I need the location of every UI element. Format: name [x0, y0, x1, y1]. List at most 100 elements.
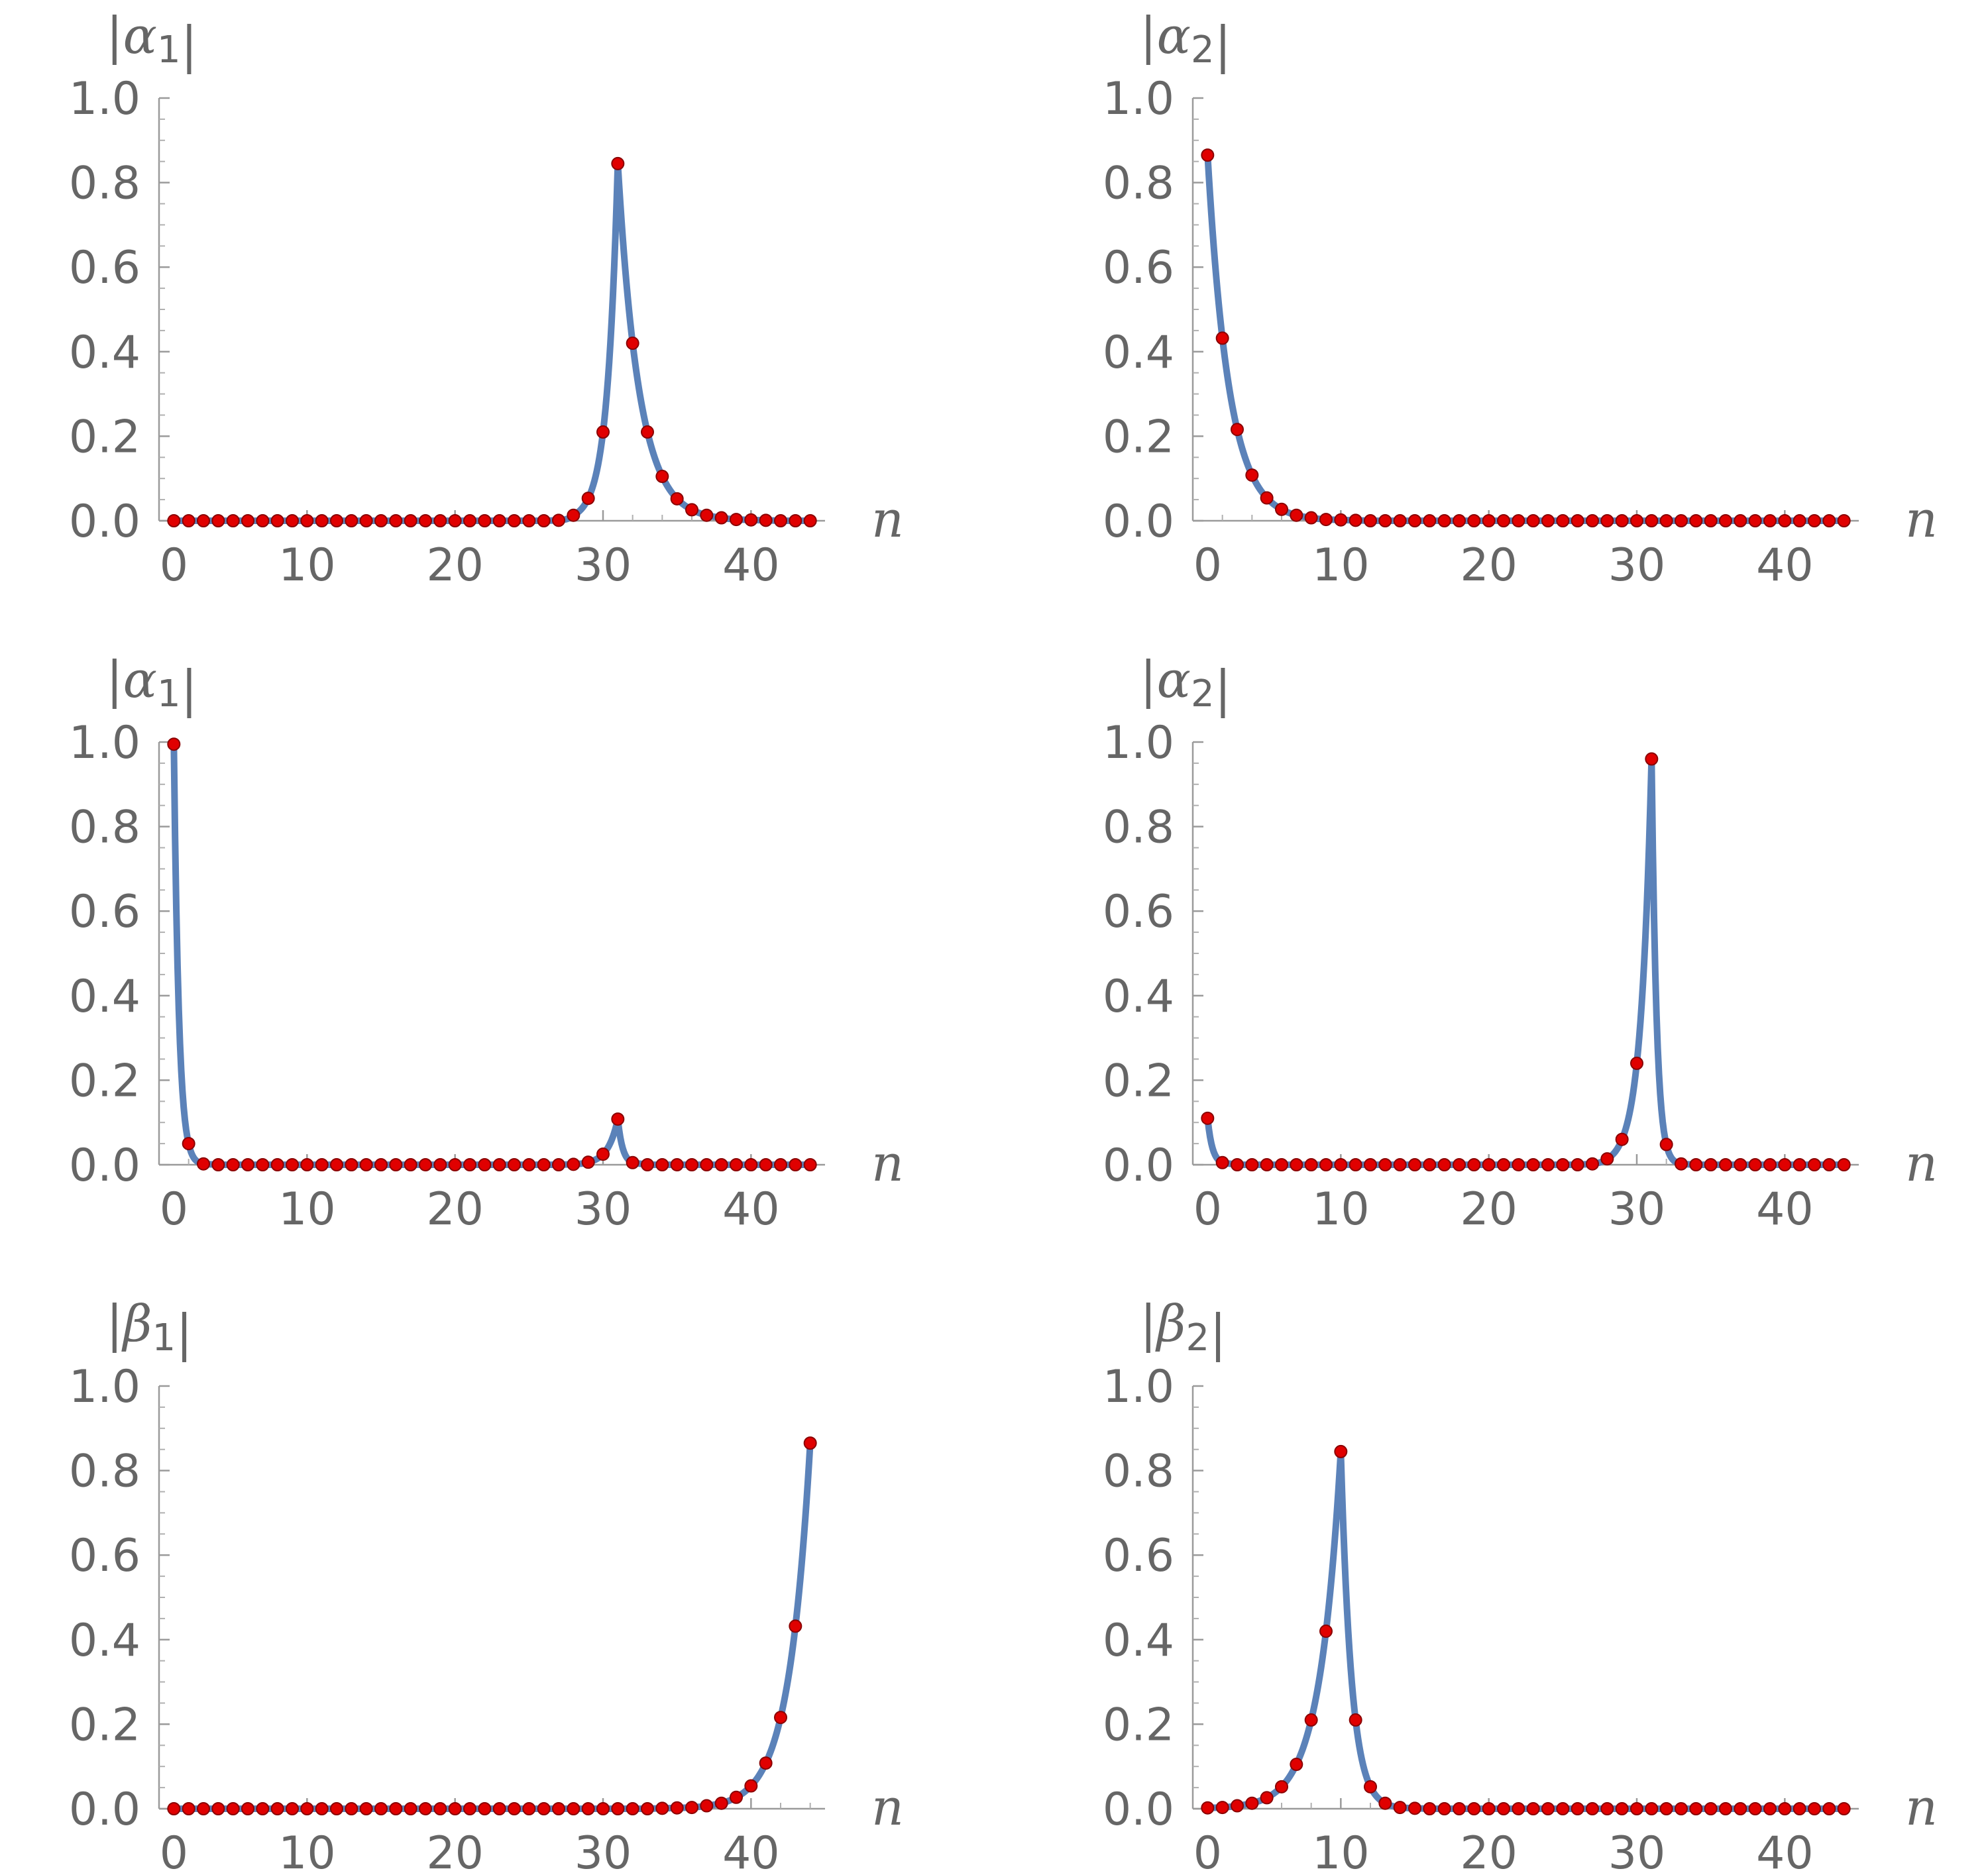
x-tick-label-origin: 0 [160, 1827, 188, 1873]
y-tick-label: 0.8 [1103, 1446, 1174, 1498]
data-point [286, 1802, 299, 1815]
data-point [1319, 1158, 1333, 1171]
data-point [685, 1801, 698, 1815]
data-point [1364, 514, 1377, 527]
data-point [641, 425, 654, 439]
data-point [1349, 513, 1362, 527]
data-point [448, 514, 462, 527]
data-point [1571, 1158, 1584, 1171]
data-point [256, 1802, 270, 1815]
y-axis-label: |β1| [106, 1294, 193, 1362]
data-point [567, 508, 580, 522]
data-point [1719, 1802, 1732, 1815]
data-point [1319, 1625, 1333, 1638]
data-point [197, 514, 210, 527]
data-point [1822, 514, 1836, 527]
data-point [1704, 514, 1718, 527]
x-tick-label: 20 [1460, 539, 1518, 592]
data-point [226, 1158, 240, 1171]
data-point [1408, 514, 1421, 527]
data-point [1659, 514, 1673, 527]
chart-panel-3: 10 20 30 40 0 0.0 0.2 0.4 0.6 0.8 1.0|α1| n [69, 650, 904, 1236]
data-point [167, 737, 181, 751]
x-axis-label: n [871, 1134, 904, 1193]
data-point [463, 514, 476, 527]
data-point [478, 514, 492, 527]
data-point [1275, 1780, 1288, 1793]
data-point [641, 1158, 654, 1171]
data-point [389, 1158, 403, 1171]
data-point [1231, 1158, 1244, 1171]
data-point [1497, 1802, 1510, 1815]
y-tick-label: 0.4 [1103, 971, 1174, 1023]
data-point [478, 1802, 492, 1815]
x-tick-label-origin: 0 [1193, 1183, 1222, 1236]
data-point [1437, 1158, 1451, 1171]
y-axis-label: |α1| [106, 650, 197, 718]
data-point [596, 425, 610, 439]
y-axis-label: |α1| [106, 6, 197, 74]
data-point [803, 514, 817, 527]
data-point [1556, 1158, 1570, 1171]
data-point [744, 1779, 758, 1793]
data-point [1645, 752, 1659, 766]
data-point [1704, 1158, 1718, 1171]
data-point [1497, 1158, 1510, 1171]
data-point [1541, 514, 1555, 527]
data-point [197, 1802, 210, 1815]
series-line [1204, 152, 1848, 524]
y-axis-label: |α2| [1140, 650, 1231, 718]
x-tick-label: 30 [1608, 539, 1666, 592]
data-point [1393, 1158, 1407, 1171]
series-line [170, 741, 814, 1168]
data-point [1675, 1802, 1688, 1815]
chart-panel-5: 10 20 30 40 0 0.0 0.2 0.4 0.6 0.8 1.0|β1| n [69, 1294, 904, 1873]
data-point [1423, 514, 1437, 527]
y-tick-label: 0.0 [1103, 1784, 1174, 1836]
data-point [1556, 1802, 1570, 1815]
data-point [404, 1802, 417, 1815]
data-point [478, 1158, 492, 1171]
data-point [270, 1802, 284, 1815]
data-point [508, 1802, 521, 1815]
x-axis-label: n [1905, 490, 1938, 549]
data-point [789, 514, 802, 527]
data-point [730, 1158, 743, 1171]
chart-panel-4: 10 20 30 40 0 0.0 0.2 0.4 0.6 0.8 1.0|α2| n [1103, 650, 1938, 1236]
data-point [1497, 514, 1510, 527]
data-point [774, 1158, 787, 1171]
y-tick-label: 0.8 [1103, 158, 1174, 210]
y-axis-label: |β2| [1140, 1294, 1227, 1362]
series-line [170, 1440, 814, 1812]
data-point [256, 1158, 270, 1171]
data-point [714, 511, 728, 525]
data-point [433, 514, 447, 527]
data-point [286, 514, 299, 527]
data-point [256, 514, 270, 527]
data-point [1319, 513, 1333, 527]
series-line [1204, 755, 1848, 1168]
data-point [1748, 1802, 1762, 1815]
data-point [1467, 514, 1481, 527]
data-point [1453, 1158, 1466, 1171]
data-point [1526, 1802, 1540, 1815]
data-point [1290, 1758, 1303, 1772]
data-point [315, 1802, 329, 1815]
x-tick-label: 20 [426, 1827, 484, 1873]
y-tick-label: 0.8 [69, 158, 140, 210]
data-point [1260, 1158, 1274, 1171]
data-point [1437, 514, 1451, 527]
y-tick-label: 0.0 [1103, 496, 1174, 548]
series-line [170, 160, 814, 524]
y-tick-label: 0.4 [69, 971, 140, 1023]
data-point [537, 1802, 551, 1815]
data-point [1349, 1158, 1362, 1171]
y-tick-label: 0.2 [69, 1699, 140, 1751]
data-point [1393, 1801, 1407, 1815]
y-tick-label: 1.0 [69, 73, 140, 125]
data-point [626, 1155, 639, 1169]
data-point [463, 1158, 476, 1171]
x-axis-label: n [871, 490, 904, 549]
data-point [552, 513, 565, 527]
data-point [537, 1158, 551, 1171]
